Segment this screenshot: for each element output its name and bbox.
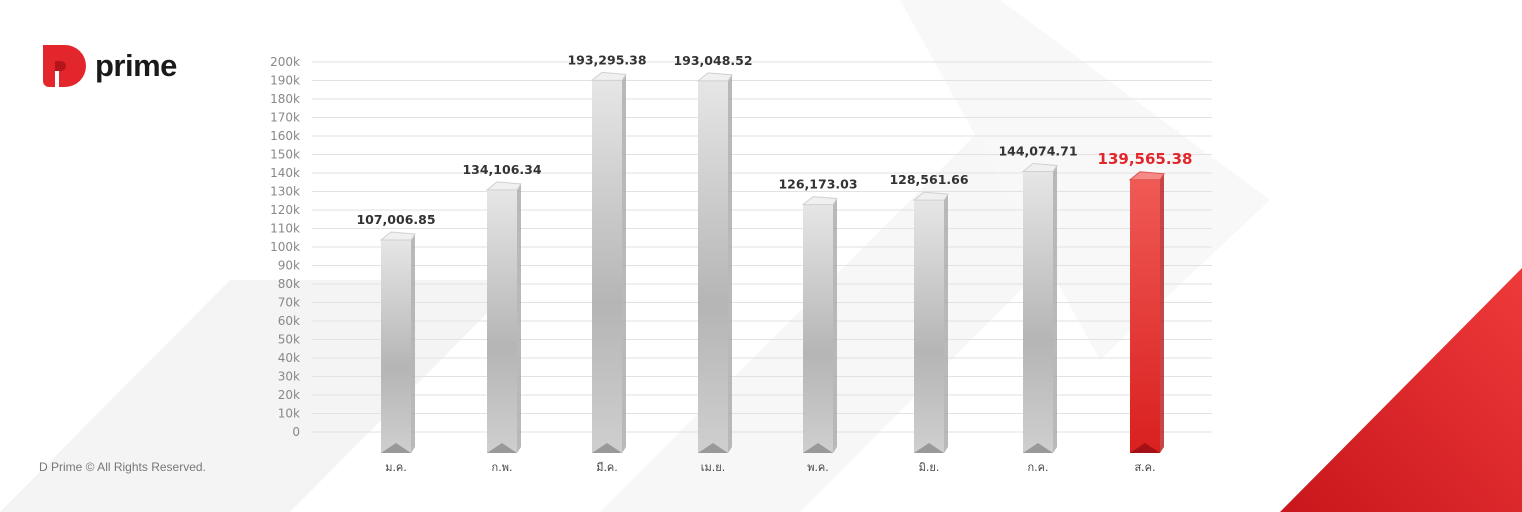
y-tick-label: 140k (270, 166, 300, 180)
x-tick-label: มิ.ย. (919, 461, 940, 474)
corner-red-triangle (1280, 268, 1522, 512)
data-label: 126,173.03 (778, 177, 857, 192)
data-label: 128,561.66 (889, 172, 968, 187)
y-tick-label: 40k (278, 351, 300, 365)
bar-top (696, 72, 733, 82)
y-tick-label: 50k (278, 333, 300, 347)
x-tick-label: พ.ค. (807, 461, 829, 474)
data-label: 193,048.52 (673, 53, 752, 68)
bar (1128, 171, 1165, 453)
bar-front (1130, 179, 1160, 453)
decor-stripe (900, 0, 1270, 360)
y-tick-label: 60k (278, 314, 300, 328)
bar-side (622, 74, 626, 453)
bar-side (411, 234, 415, 453)
y-tick-label: 30k (278, 370, 300, 384)
bar-side (944, 194, 948, 453)
y-tick-label: 110k (270, 222, 300, 236)
bar (485, 181, 522, 454)
bar-front (914, 200, 944, 453)
x-tick-label: ม.ค. (385, 461, 407, 474)
y-tick-label: 100k (270, 240, 300, 254)
bar-side (728, 74, 732, 454)
bar-top (485, 181, 522, 191)
bar-top (379, 231, 416, 241)
bar-front (592, 80, 622, 453)
bar-side (1160, 173, 1164, 453)
y-tick-label: 170k (270, 111, 300, 125)
bar (696, 72, 733, 454)
x-tick-label: ส.ค. (1134, 461, 1155, 474)
bar (912, 191, 949, 453)
y-tick-label: 0 (292, 425, 300, 439)
bar-top (801, 196, 838, 206)
bar-side (1053, 165, 1057, 453)
bar-base (592, 443, 622, 453)
y-tick-label: 190k (270, 74, 300, 88)
y-tick-label: 180k (270, 92, 300, 106)
bar-front (1023, 171, 1053, 453)
y-tick-label: 10k (278, 407, 300, 421)
bar-top (912, 191, 949, 201)
brand-logo: prime (39, 41, 177, 91)
data-label: 134,106.34 (462, 162, 541, 177)
bar-front (487, 189, 517, 454)
y-tick-label: 200k (270, 55, 300, 69)
bar (1021, 162, 1058, 453)
x-tick-label: มี.ค. (596, 461, 618, 474)
data-label: 107,006.85 (356, 212, 435, 227)
bar (801, 196, 838, 453)
y-tick-label: 130k (270, 185, 300, 199)
y-tick-label: 80k (278, 277, 300, 291)
x-tick-label: ก.พ. (492, 461, 513, 474)
bar-base (487, 443, 517, 453)
bar-top (590, 71, 627, 81)
bar-base (914, 443, 944, 453)
bar-base (803, 443, 833, 453)
brand-name: prime (95, 48, 177, 83)
bar (590, 71, 627, 453)
y-tick-label: 70k (278, 296, 300, 310)
bar-front (698, 80, 728, 454)
data-label: 193,295.38 (567, 52, 646, 67)
bar-top (1128, 171, 1165, 181)
x-tick-label: เม.ย. (701, 461, 725, 474)
copyright-text: D Prime © All Rights Reserved. (39, 460, 206, 474)
bar (379, 231, 416, 453)
x-tick-label: ก.ค. (1027, 461, 1048, 474)
bar-side (517, 183, 521, 454)
y-tick-label: 20k (278, 388, 300, 402)
bar-front (381, 240, 411, 453)
bar-base (1130, 443, 1160, 453)
d-logo-icon (43, 45, 86, 87)
bar-base (698, 443, 728, 453)
bar-base (381, 443, 411, 453)
bar-base (1023, 443, 1053, 453)
y-tick-label: 120k (270, 203, 300, 217)
bar-side (833, 198, 837, 453)
y-tick-label: 90k (278, 259, 300, 273)
data-label: 144,074.71 (998, 143, 1077, 158)
y-tick-label: 160k (270, 129, 300, 143)
y-tick-label: 150k (270, 148, 300, 162)
bar-top (1021, 162, 1058, 172)
data-label: 139,565.38 (1098, 150, 1193, 168)
bar-front (803, 204, 833, 453)
